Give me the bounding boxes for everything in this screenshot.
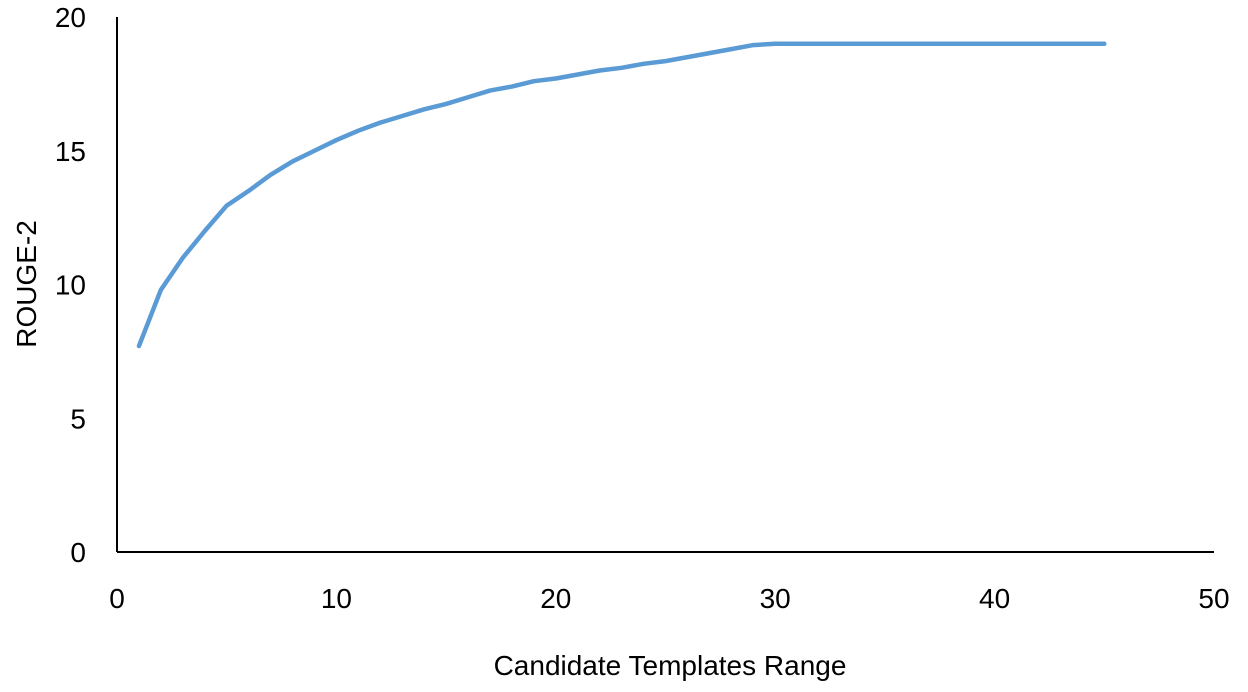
x-tick-label: 40 xyxy=(979,583,1010,614)
y-tick-label: 15 xyxy=(55,136,86,167)
y-tick-labels: 0 5 10 15 20 xyxy=(55,2,86,568)
y-tick-label: 5 xyxy=(70,403,86,434)
x-axis-label: Candidate Templates Range xyxy=(494,650,847,681)
x-tick-label: 20 xyxy=(540,583,571,614)
x-tick-label: 0 xyxy=(109,583,125,614)
y-tick-label: 10 xyxy=(55,270,86,301)
series-lines xyxy=(136,41,1107,349)
y-tick-label: 0 xyxy=(70,537,86,568)
series-line xyxy=(136,41,1107,349)
x-tick-labels: 0 10 20 30 40 50 xyxy=(109,583,1229,614)
x-tick-label: 30 xyxy=(760,583,791,614)
axes xyxy=(116,17,1214,553)
x-tick-label: 50 xyxy=(1198,583,1229,614)
x-tick-label: 10 xyxy=(321,583,352,614)
y-axis-label: ROUGE-2 xyxy=(11,220,42,348)
y-tick-label: 20 xyxy=(55,2,86,33)
